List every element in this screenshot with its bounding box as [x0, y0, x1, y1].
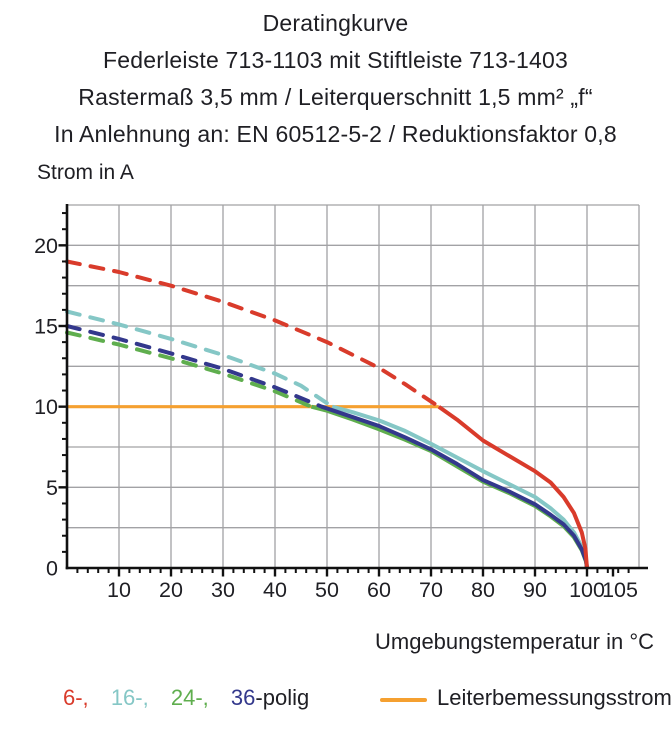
legend-item-6-polig: 6-, [63, 685, 89, 710]
chart-title: Deratingkurve [262, 10, 409, 36]
x-tick-60: 60 [367, 578, 391, 602]
rated-current-line-swatch [380, 698, 427, 702]
tick-marks [58, 212, 630, 577]
chart-subtitle-norm: In Anlehnung an: EN 60512-5-2 / Reduktio… [54, 121, 617, 147]
rated-current-legend-label: Leiterbemessungsstrom [437, 685, 671, 710]
chart-title-block: Deratingkurve Federleiste 713-1103 mit S… [0, 5, 671, 153]
x-tick-20: 20 [159, 578, 183, 602]
x-tick-50: 50 [315, 578, 339, 602]
chart-subtitle-spec: Rastermaß 3,5 mm / Leiterquerschnitt 1,5… [78, 84, 593, 110]
legend-item-polig-suffix: -polig [255, 685, 310, 710]
legend-item-24-polig: 24-, [170, 685, 209, 710]
x-axis-title: Umgebungstemperatur in °C [375, 629, 655, 654]
legend: 6-, 16-, 24-, 36-polig Leiterbemessungss… [0, 685, 671, 719]
x-tick-90: 90 [523, 578, 547, 602]
series-36-polig [65, 324, 589, 569]
y-tick-20: 20 [34, 234, 58, 258]
y-tick-10: 10 [34, 395, 58, 419]
legend-item-36-polig: 36 [230, 685, 256, 710]
series-6-polig [65, 259, 589, 569]
x-tick-100: 100 [569, 578, 605, 602]
x-tick-105: 105 [602, 578, 638, 602]
x-tick-30: 30 [211, 578, 235, 602]
x-tick-70: 70 [419, 578, 443, 602]
x-tick-10: 10 [107, 578, 131, 602]
chart-subtitle-parts: Federleiste 713-1103 mit Stiftleiste 713… [102, 47, 568, 73]
y-tick-5: 5 [46, 476, 58, 500]
y-tick-0: 0 [46, 557, 58, 581]
axes [65, 204, 648, 570]
y-tick-15: 15 [34, 315, 58, 339]
x-tick-80: 80 [471, 578, 495, 602]
pole-count-legend: 6-, 16-, 24-, 36-polig [63, 685, 309, 711]
x-tick-40: 40 [263, 578, 287, 602]
legend-item-16-polig: 16-, [110, 685, 149, 710]
y-axis-title: Strom in A [37, 161, 134, 184]
gridlines [67, 204, 640, 568]
